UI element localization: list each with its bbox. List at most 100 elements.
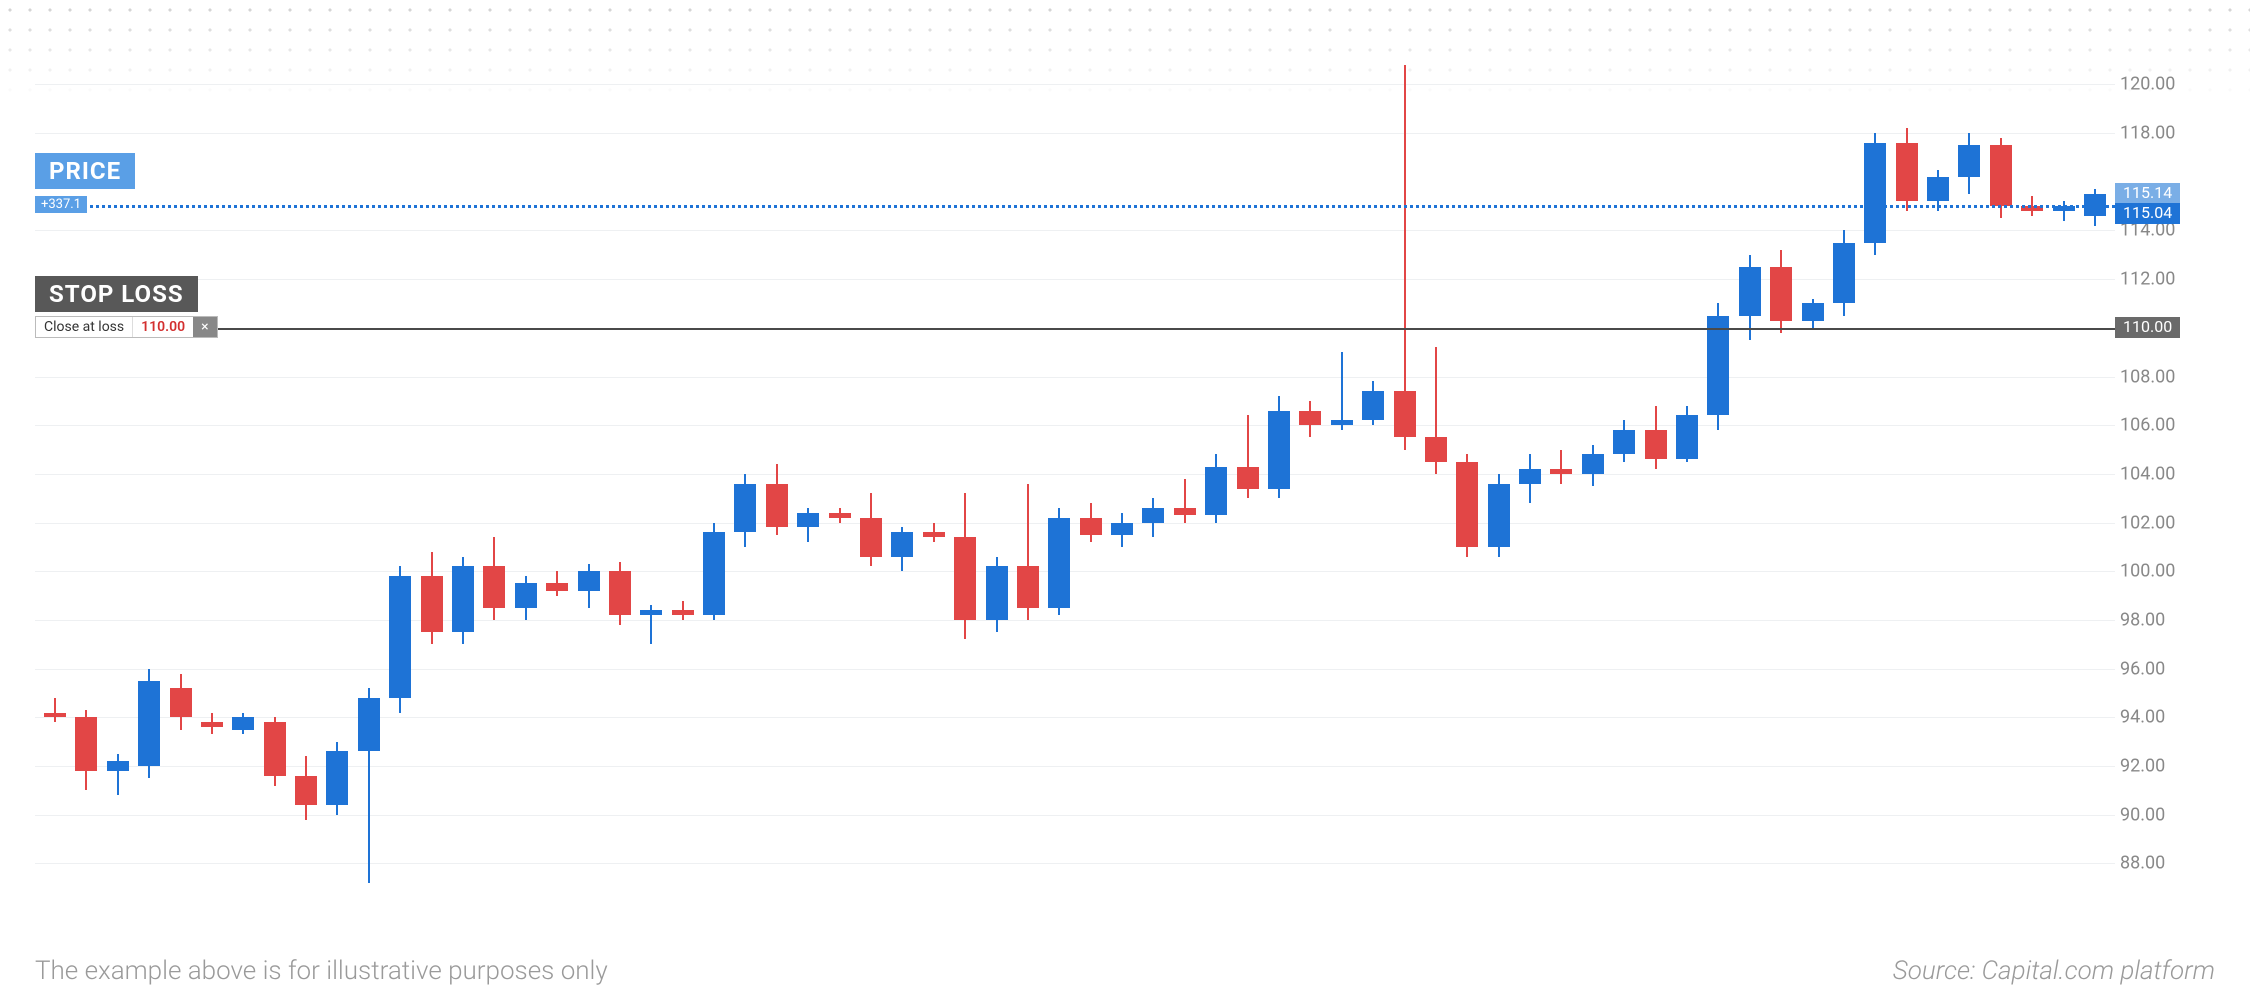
candle-body: [1519, 469, 1541, 484]
candle-body: [1299, 411, 1321, 426]
candle-body: [1707, 316, 1729, 416]
candle-body: [609, 571, 631, 615]
gridline: [35, 571, 2115, 572]
candle-body: [891, 532, 913, 556]
y-axis-tick: 106.00: [2120, 415, 2175, 436]
candle-body: [1205, 467, 1227, 516]
stop-loss-line[interactable]: [35, 328, 2115, 330]
y-axis-tick: 118.00: [2120, 123, 2175, 144]
y-axis-tick: 94.00: [2120, 707, 2165, 728]
candle-body: [1833, 243, 1855, 304]
candle-body: [766, 484, 788, 528]
gridline: [35, 279, 2115, 280]
candle-body: [1488, 484, 1510, 547]
y-axis-tick: 92.00: [2120, 756, 2165, 777]
candle-body: [1456, 462, 1478, 547]
candle-body: [107, 761, 129, 771]
y-axis-tick: 112.00: [2120, 269, 2175, 290]
gridline: [35, 620, 2115, 621]
candle-body: [201, 722, 223, 727]
price-axis-tag-lower: 115.04: [2115, 203, 2180, 224]
gridline: [35, 815, 2115, 816]
candle-body: [44, 713, 66, 718]
candle-body: [672, 610, 694, 615]
candle-body: [232, 717, 254, 729]
y-axis-tick: 88.00: [2120, 853, 2165, 874]
stop-loss-label-badge: STOP LOSS: [35, 276, 198, 312]
candle-body: [1770, 267, 1792, 321]
gridline: [35, 474, 2115, 475]
candle-body: [1958, 145, 1980, 177]
candle-body: [923, 532, 945, 537]
gridline: [35, 717, 2115, 718]
candle-body: [1739, 267, 1761, 316]
y-axis-tick: 104.00: [2120, 463, 2175, 484]
close-at-loss-label: Close at loss: [36, 317, 132, 337]
candle-body: [1550, 469, 1572, 474]
footer-source: Source: Capital.com platform: [1893, 956, 2215, 986]
candle-body: [1613, 430, 1635, 454]
candle-body: [1802, 303, 1824, 320]
candle-body: [1080, 518, 1102, 535]
gridline: [35, 133, 2115, 134]
y-axis: 88.0090.0092.0094.0096.0098.00100.00102.…: [2120, 60, 2240, 900]
candle-body: [1237, 467, 1259, 489]
close-at-loss-value: 110.00: [132, 317, 193, 337]
candle-body: [1268, 411, 1290, 489]
y-axis-tick: 90.00: [2120, 804, 2165, 825]
candle-body: [986, 566, 1008, 620]
candle-body: [1174, 508, 1196, 515]
candle-body: [1645, 430, 1667, 459]
close-icon[interactable]: ×: [193, 317, 216, 337]
gridline: [35, 425, 2115, 426]
candle-body: [421, 576, 443, 632]
candle-body: [1142, 508, 1164, 523]
candle-body: [1864, 143, 1886, 243]
candle-wick: [1341, 352, 1343, 430]
candle-body: [1896, 143, 1918, 201]
candle-body: [264, 722, 286, 776]
candle-body: [1582, 454, 1604, 473]
candle-body: [1017, 566, 1039, 607]
candle-body: [452, 566, 474, 632]
close-at-loss-widget[interactable]: Close at loss110.00×: [35, 316, 218, 338]
candle-body: [954, 537, 976, 620]
stop-loss-axis-tag: 110.00: [2115, 317, 2180, 338]
gridline: [35, 377, 2115, 378]
candle-body: [1927, 177, 1949, 201]
candle-body: [1048, 518, 1070, 608]
y-axis-tick: 102.00: [2120, 512, 2175, 533]
footer-disclaimer: The example above is for illustrative pu…: [35, 956, 608, 986]
candle-body: [578, 571, 600, 590]
candle-wick: [1184, 479, 1186, 523]
candle-body: [1331, 420, 1353, 425]
candle-body: [326, 751, 348, 805]
candle-body: [1676, 415, 1698, 459]
price-label-badge: PRICE: [35, 153, 135, 189]
candle-wick: [117, 754, 119, 795]
y-axis-tick: 96.00: [2120, 658, 2165, 679]
candle-body: [734, 484, 756, 533]
y-axis-tick: 108.00: [2120, 366, 2175, 387]
candle-body: [1425, 437, 1447, 461]
gridline: [35, 523, 2115, 524]
candle-body: [389, 576, 411, 698]
candle-wick: [54, 698, 56, 722]
gridline: [35, 863, 2115, 864]
gridline: [35, 230, 2115, 231]
candle-body: [546, 583, 568, 590]
candlestick-chart: [35, 60, 2115, 900]
candle-body: [358, 698, 380, 752]
candle-body: [138, 681, 160, 766]
candle-body: [797, 513, 819, 528]
profit-badge: +337.1: [35, 196, 87, 213]
candle-body: [1111, 523, 1133, 535]
candle-body: [1990, 145, 2012, 206]
gridline: [35, 84, 2115, 85]
candle-body: [860, 518, 882, 557]
candle-wick: [1560, 450, 1562, 484]
candle-body: [515, 583, 537, 607]
candle-body: [295, 776, 317, 805]
candle-body: [483, 566, 505, 607]
candle-body: [1362, 391, 1384, 420]
